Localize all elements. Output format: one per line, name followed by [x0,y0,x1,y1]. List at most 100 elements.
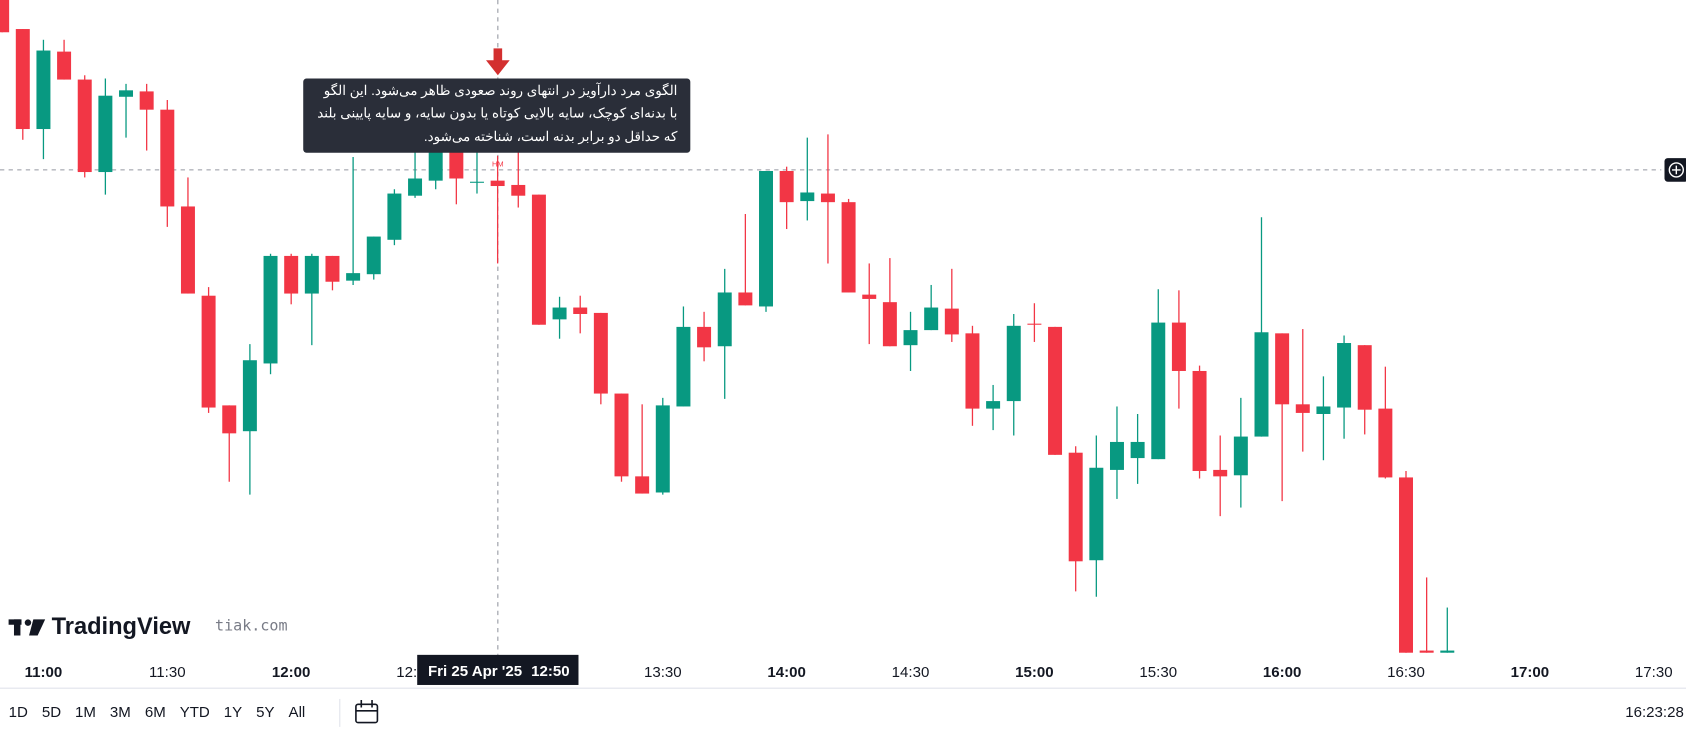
candle-body [1130,441,1145,459]
candle-body [573,307,588,314]
range-button[interactable]: All [289,704,306,721]
candle-body [1419,650,1434,653]
candle-body [119,90,134,97]
candle-body [469,181,484,183]
range-button[interactable]: 1Y [224,704,242,721]
candle-body [1048,326,1063,455]
x-tick-label: 11:00 [25,664,63,681]
candle-body [986,401,1001,409]
x-tick-label: 16:30 [1387,664,1425,681]
tooltip-box [303,78,691,153]
candle-body [1316,406,1331,414]
logo: TradingView tiak.com [8,614,288,640]
candle-body [346,273,361,281]
candle-body [1171,322,1186,371]
range-button[interactable]: 1M [75,704,96,721]
candle-body [1295,404,1310,413]
candle-body [490,180,505,187]
logo-icon [29,619,46,636]
candle-body [15,29,30,130]
candle-body [779,170,794,203]
tooltip: الگوی مرد دارآویز در انتهای روند صعودی ظ… [303,78,691,153]
tooltip-line: با بدنه‌ای کوچک، سایه بالایی کوتاه یا بد… [317,106,677,122]
logo-icon [13,619,21,636]
candle-body [222,405,237,434]
candle-body [593,312,608,394]
candle-body [882,302,897,347]
candle-body [717,292,732,347]
toolbar: 1D 5D 1M 3M 6M YTD 1Y 5Y All [9,704,306,721]
plus-icon [1672,165,1681,175]
candle-body [820,193,835,203]
candle-body [944,308,959,335]
range-button[interactable]: 1D [9,704,28,721]
calendar-icon [355,700,378,712]
x-tick-label: 12:00 [272,664,310,681]
candle-body [304,255,319,294]
candle-body [862,294,877,299]
candle-body [676,326,691,407]
candle-body [1192,370,1207,471]
candle-body [841,202,856,293]
watermark: tiak.com [215,616,287,634]
calendar-icon[interactable] [355,703,379,724]
logo-icon [24,619,32,626]
arrow-marker [486,48,510,76]
candle-body [57,51,72,80]
x-tick-label: 17:30 [1635,664,1673,681]
range-button[interactable]: 5Y [256,704,274,721]
candle-body [139,91,154,110]
candle-body [428,145,443,181]
candle-body [1399,477,1413,653]
candle-body [903,330,918,346]
pattern-label: HM [492,160,504,169]
candle-body [1006,325,1021,402]
candle-body [697,326,712,348]
candle-body [531,194,546,325]
candle-body [738,292,753,306]
arrow-shaft [493,48,503,62]
candles [0,0,1455,653]
candle-body [1378,408,1393,478]
date-range-button[interactable] [355,700,379,724]
candle-body [1109,441,1124,470]
range-button[interactable]: YTD [180,704,210,721]
candle-body [201,295,216,408]
candle-body [387,193,402,240]
candle-body [408,178,423,196]
candle-body [511,184,526,196]
candle-body [614,393,629,477]
crosshair-label-box [417,654,579,685]
candle-body [1233,436,1248,476]
x-tick-label: 14:30 [892,664,930,681]
crosshair-time: 12:50 [531,663,569,680]
candle-body [1068,452,1083,562]
plus-button[interactable] [1664,158,1686,182]
candle-body [552,307,567,320]
tooltip-line: که حداقل دو برابر بدنه است، شناخته می‌شو… [424,129,678,145]
candle-body [1357,345,1372,410]
range-button[interactable]: 3M [110,704,131,721]
candle-body [1275,333,1290,405]
candle-body [0,0,10,33]
candle-body [655,405,670,493]
candle-body [1254,332,1269,437]
candle-body [77,79,92,173]
candle-body [1027,323,1042,325]
x-tick-label: 14:00 [767,664,805,681]
candle-body [160,109,175,207]
candle-body [180,206,195,294]
candle-body [1089,467,1104,561]
range-button[interactable]: 5D [42,704,61,721]
candle-body [325,255,340,282]
candle-body [98,95,113,173]
candle-body [36,50,51,130]
candle-body [800,192,815,202]
candle-body [284,255,299,294]
arrow-head [486,60,510,76]
candle-body [924,307,939,331]
x-tick-label: 13:30 [644,664,682,681]
range-button[interactable]: 6M [145,704,166,721]
clock: 16:23:28 [1625,704,1684,721]
x-tick-label: 16:00 [1263,664,1301,681]
